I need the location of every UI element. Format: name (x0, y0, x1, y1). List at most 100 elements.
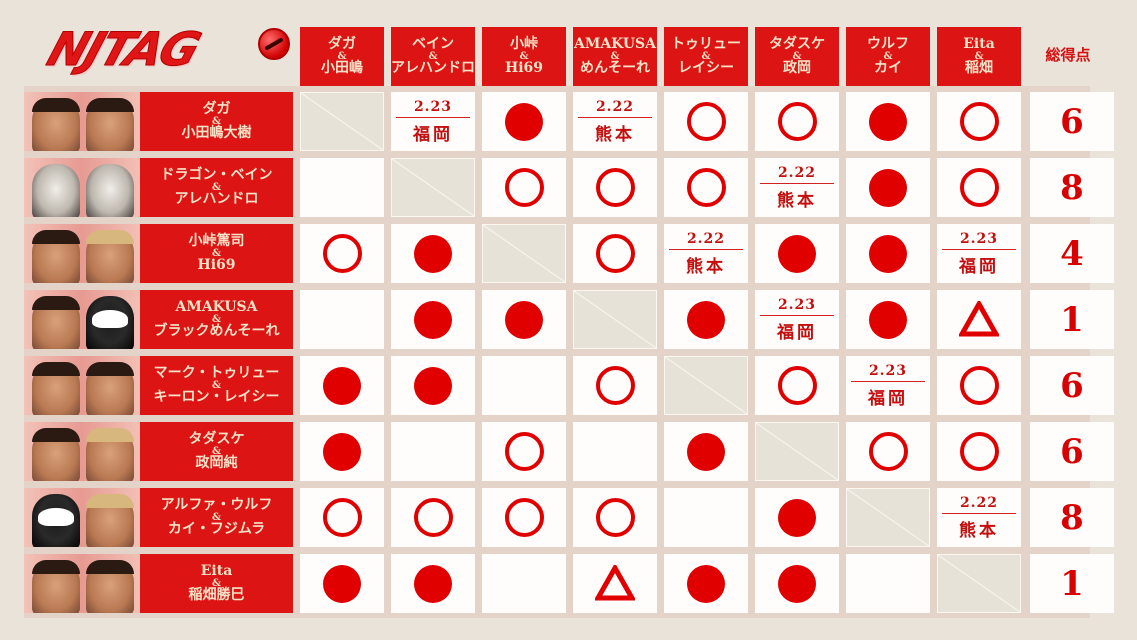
match-venue: 熊本 (777, 190, 817, 211)
open-circle-icon (959, 366, 999, 405)
ampersand: & (974, 51, 984, 62)
team-member-2: 小田嶋 (321, 60, 363, 76)
empty-result-cell (664, 488, 748, 547)
open-circle-icon (868, 432, 908, 471)
wrestler-portrait (86, 230, 134, 283)
filled-circle-icon (778, 498, 816, 537)
win-result-cell (300, 554, 384, 613)
total-points-cell: 6 (1030, 92, 1114, 151)
team-member-1: ウルフ (867, 36, 909, 53)
team-member-1: 小峠篤司 (188, 233, 245, 250)
team-member-1: マーク・トゥリュー (153, 365, 280, 382)
team-member-1: トゥリュー (671, 36, 741, 53)
divider (760, 314, 834, 316)
filled-circle-icon (687, 564, 725, 603)
ampersand: & (211, 248, 222, 259)
wrestler-portrait (32, 560, 80, 613)
team-member-2: 小田嶋大樹 (181, 125, 252, 141)
filled-circle-icon (505, 300, 543, 339)
total-points-cell: 1 (1030, 290, 1114, 349)
total-points-cell: 6 (1030, 422, 1114, 481)
self-matchup-cell (755, 422, 839, 481)
match-venue: 熊本 (959, 520, 999, 541)
team-member-2: 政岡純 (195, 455, 238, 471)
loss-result-cell (573, 488, 657, 547)
filled-circle-icon (778, 234, 816, 273)
empty-result-cell (391, 422, 475, 481)
self-matchup-cell (573, 290, 657, 349)
team-member-2: ブラックめんそーれ (153, 323, 280, 339)
team-name-label: ドラゴン・ベイン & アレハンドロ (140, 158, 293, 217)
scheduled-match-cell: 2.22 熊本 (664, 224, 748, 283)
loss-result-cell (937, 356, 1021, 415)
self-matchup-cell (937, 554, 1021, 613)
column-header-team: トゥリュー & レイシー (664, 27, 748, 86)
loss-result-cell (300, 224, 384, 283)
loss-result-cell (937, 92, 1021, 151)
filled-circle-icon (687, 432, 725, 471)
filled-circle-icon (869, 300, 907, 339)
wrestler-portrait (86, 428, 134, 481)
wrestler-portrait (32, 164, 80, 217)
ampersand: & (211, 182, 222, 193)
open-circle-icon (959, 168, 999, 207)
divider (669, 248, 743, 250)
scheduled-match-cell: 2.22 熊本 (573, 92, 657, 151)
draw-result-cell (573, 554, 657, 613)
wrestler-portrait (32, 230, 80, 283)
divider (396, 116, 470, 118)
team-member-1: タダスケ (769, 36, 825, 53)
loss-result-cell (937, 158, 1021, 217)
scheduled-match-cell: 2.22 熊本 (755, 158, 839, 217)
scheduled-match-cell: 2.23 福岡 (846, 356, 930, 415)
logo-ball-icon (258, 28, 290, 60)
team-member-2: Hi69 (197, 257, 236, 273)
team-photo (24, 488, 140, 547)
scheduled-match-cell: 2.22 熊本 (937, 488, 1021, 547)
team-member-1: アルファ・ウルフ (160, 497, 273, 514)
match-date: 2.22 (595, 98, 635, 115)
open-circle-icon (504, 498, 544, 537)
win-result-cell (755, 554, 839, 613)
team-member-1: タダスケ (188, 431, 245, 448)
open-circle-icon (959, 102, 999, 141)
loss-result-cell (391, 488, 475, 547)
team-photo (24, 422, 140, 481)
empty-result-cell (573, 422, 657, 481)
total-points-cell: 4 (1030, 224, 1114, 283)
team-member-2: レイシー (678, 60, 734, 76)
filled-circle-icon (414, 300, 452, 339)
filled-circle-icon (869, 168, 907, 207)
match-date: 2.22 (777, 164, 817, 181)
empty-result-cell (482, 554, 566, 613)
column-header-team: AMAKUSA & めんそーれ (573, 27, 657, 86)
wrestler-portrait (86, 494, 134, 547)
loss-result-cell (482, 158, 566, 217)
wrestler-portrait (32, 494, 80, 547)
team-name-label: マーク・トゥリュー & キーロン・レイシー (140, 356, 293, 415)
team-member-2: キーロン・レイシー (153, 389, 280, 405)
match-date: 2.23 (777, 296, 817, 313)
open-circle-icon (504, 168, 544, 207)
win-result-cell (300, 422, 384, 481)
wrestler-portrait (86, 560, 134, 613)
divider (942, 512, 1016, 514)
team-member-2: カイ (874, 60, 902, 76)
scheduled-match-cell: 2.23 福岡 (391, 92, 475, 151)
divider (942, 248, 1016, 250)
team-photo (24, 158, 140, 217)
ampersand: & (211, 380, 222, 391)
league-logo: NJTAG (40, 22, 290, 82)
open-circle-icon (595, 366, 635, 405)
team-name-label: アルファ・ウルフ & カイ・フジムラ (140, 488, 293, 547)
wrestler-portrait (86, 362, 134, 415)
match-date: 2.23 (868, 362, 908, 379)
loss-result-cell (846, 422, 930, 481)
open-circle-icon (322, 234, 362, 273)
filled-circle-icon (414, 366, 452, 405)
team-member-1: ドラゴン・ベイン (160, 167, 273, 184)
column-header-team: ダガ & 小田嶋 (300, 27, 384, 86)
ampersand: & (211, 314, 222, 325)
column-header-team: 小峠 & Hi69 (482, 27, 566, 86)
open-circle-icon (777, 366, 817, 405)
